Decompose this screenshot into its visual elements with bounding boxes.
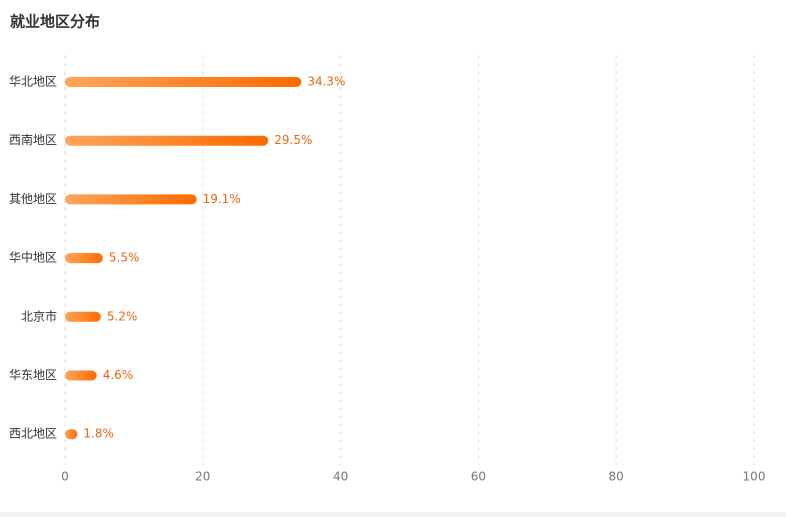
x-tick-label: 60 xyxy=(471,470,486,484)
value-label: 5.2% xyxy=(107,309,138,323)
y-tick-label: 华中地区 xyxy=(9,250,57,265)
bar xyxy=(65,253,103,264)
bar xyxy=(65,429,78,440)
x-tick-label: 20 xyxy=(195,470,210,484)
x-tick-label: 100 xyxy=(743,470,766,484)
x-tick-label: 0 xyxy=(61,470,69,484)
y-tick-label: 其他地区 xyxy=(9,192,57,206)
bar xyxy=(65,370,97,381)
bar xyxy=(65,194,197,205)
value-label: 1.8% xyxy=(83,427,114,441)
value-label: 29.5% xyxy=(274,133,312,147)
x-tick-label: 80 xyxy=(609,470,624,484)
x-tick-label: 40 xyxy=(333,470,348,484)
y-tick-label: 华东地区 xyxy=(9,368,57,382)
y-tick-label: 华北地区 xyxy=(9,75,57,89)
y-tick-label: 北京市 xyxy=(21,308,57,323)
bar xyxy=(65,77,302,87)
y-tick-label: 西北地区 xyxy=(9,427,57,441)
bar xyxy=(65,311,101,322)
footer-strip xyxy=(0,512,786,517)
value-label: 5.5% xyxy=(109,251,139,265)
value-label: 34.3% xyxy=(307,75,345,89)
value-label: 4.6% xyxy=(103,368,134,382)
value-label: 19.1% xyxy=(203,192,241,206)
bar xyxy=(65,135,269,146)
y-tick-label: 西南地区 xyxy=(9,132,57,147)
chart-title: 就业地区分布 xyxy=(10,13,100,31)
